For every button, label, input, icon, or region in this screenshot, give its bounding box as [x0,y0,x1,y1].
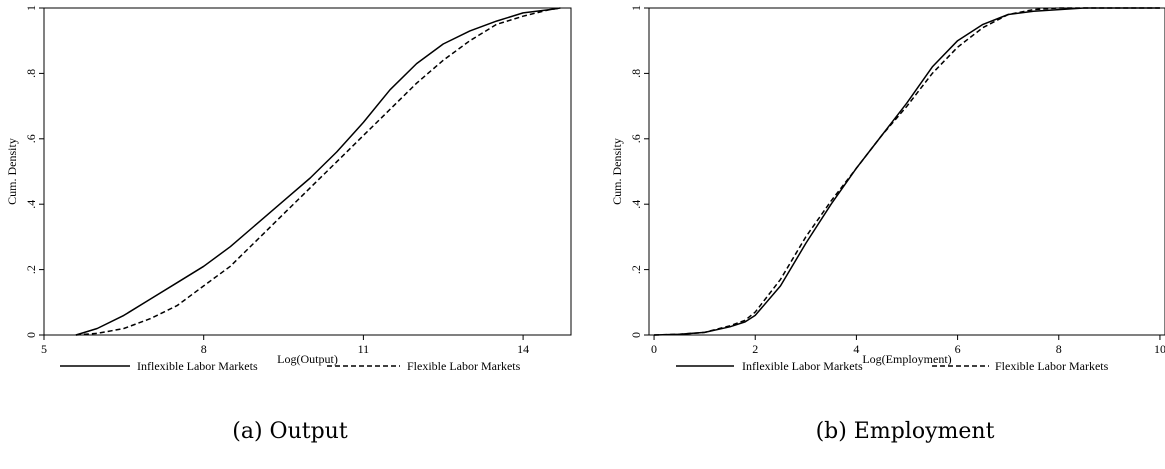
x-tick-label: 0 [651,342,657,356]
y-tick-label: .8 [629,69,643,78]
x-tick-label: 11 [358,342,370,356]
caption-employment: (b) Employment [815,419,995,444]
chart-output: 0 .2 .4 .6 .8 1 5 8 11 14 Log(Output) Cum. Density I… [5,5,572,373]
legend-label-inflexible: Inflexible Labor Markets [742,359,863,373]
y-tick-label: .6 [24,134,38,143]
y-tick-label: .4 [629,200,643,209]
x-tick-label: 8 [201,342,207,356]
y-tick-label: .2 [24,265,38,274]
y-tick-label: .2 [629,265,643,274]
series-line-inflexible [654,7,1160,336]
y-tick-label: 0 [629,332,643,338]
x-tick-label: 2 [752,342,758,356]
series-line-flexible [75,7,561,336]
x-tick-label: 8 [1056,342,1062,356]
legend-label-flexible: Flexible Labor Markets [407,359,521,373]
y-tick-label: .8 [24,69,38,78]
legend-label-inflexible: Inflexible Labor Markets [137,359,258,373]
x-axis-label: Log(Output) [277,352,338,366]
y-axis-label: Cum. Density [610,138,624,205]
series-line-inflexible [75,7,561,336]
x-axis-label: Log(Employment) [862,352,951,366]
x-tick-label: 10 [1154,342,1165,356]
legend-label-flexible: Flexible Labor Markets [995,359,1109,373]
y-tick-label: .4 [24,200,38,209]
x-tick-label: 6 [955,342,961,356]
y-tick-label: .6 [629,134,643,143]
y-tick-label: 1 [629,5,643,11]
caption-output: (a) Output [232,419,348,444]
y-tick-label: 1 [24,5,38,11]
y-tick-label: 0 [24,332,38,338]
plot-frame [43,7,572,336]
series-line-flexible [654,7,1160,336]
x-tick-label: 4 [853,342,859,356]
y-axis-label: Cum. Density [5,138,19,205]
x-tick-label: 5 [41,342,47,356]
plot-frame [648,7,1165,336]
x-tick-label: 14 [517,342,529,356]
